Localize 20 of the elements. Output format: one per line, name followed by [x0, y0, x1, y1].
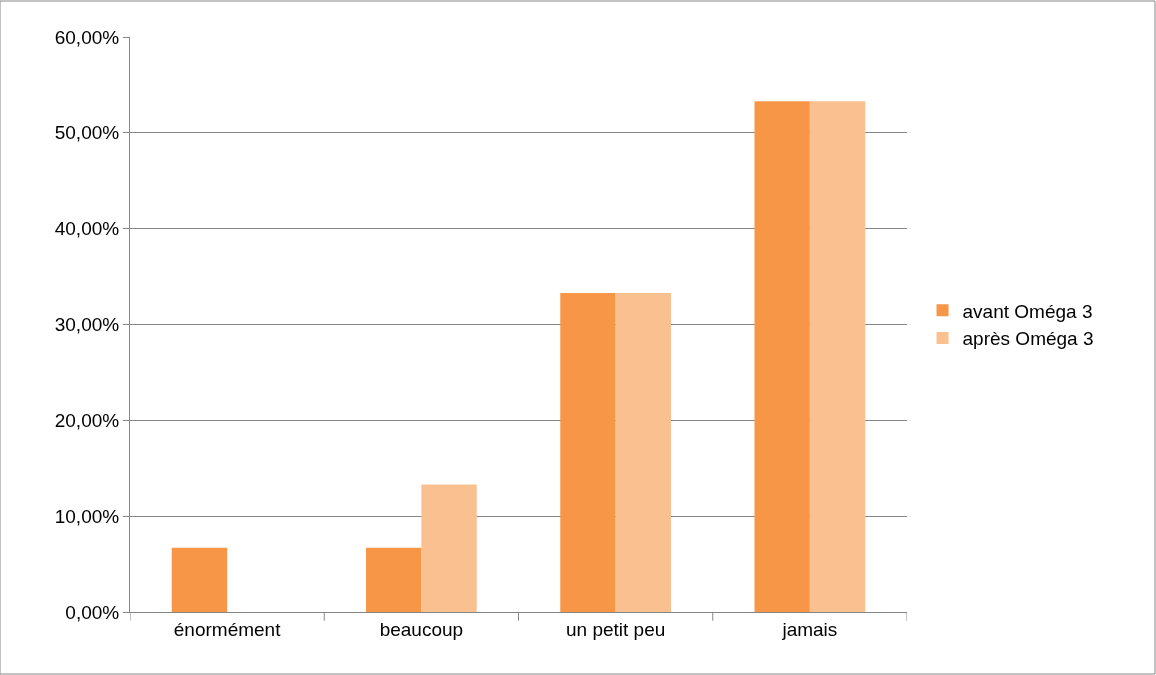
x-tick-label: un petit peu	[565, 618, 666, 640]
legend-label: après Oméga 3	[962, 328, 1094, 350]
bar	[421, 484, 477, 612]
x-tick-label: beaucoup	[379, 618, 464, 640]
bar	[754, 101, 810, 612]
y-tick-label: 20,00%	[54, 409, 120, 431]
bar	[560, 292, 616, 612]
bar	[615, 292, 671, 612]
y-tick-label: 50,00%	[54, 122, 120, 144]
bar	[366, 547, 422, 612]
y-tick-label: 10,00%	[54, 505, 120, 527]
y-tick-label: 30,00%	[54, 314, 120, 336]
x-tick-label: énormément	[173, 618, 282, 640]
bar	[809, 101, 866, 612]
x-tick-label: jamais	[781, 618, 838, 640]
y-tick-label: 40,00%	[54, 218, 120, 240]
legend-label: avant Oméga 3	[962, 300, 1093, 322]
bar	[171, 547, 228, 612]
y-tick-label: 0,00%	[65, 601, 120, 623]
y-tick-label: 60,00%	[54, 26, 120, 48]
